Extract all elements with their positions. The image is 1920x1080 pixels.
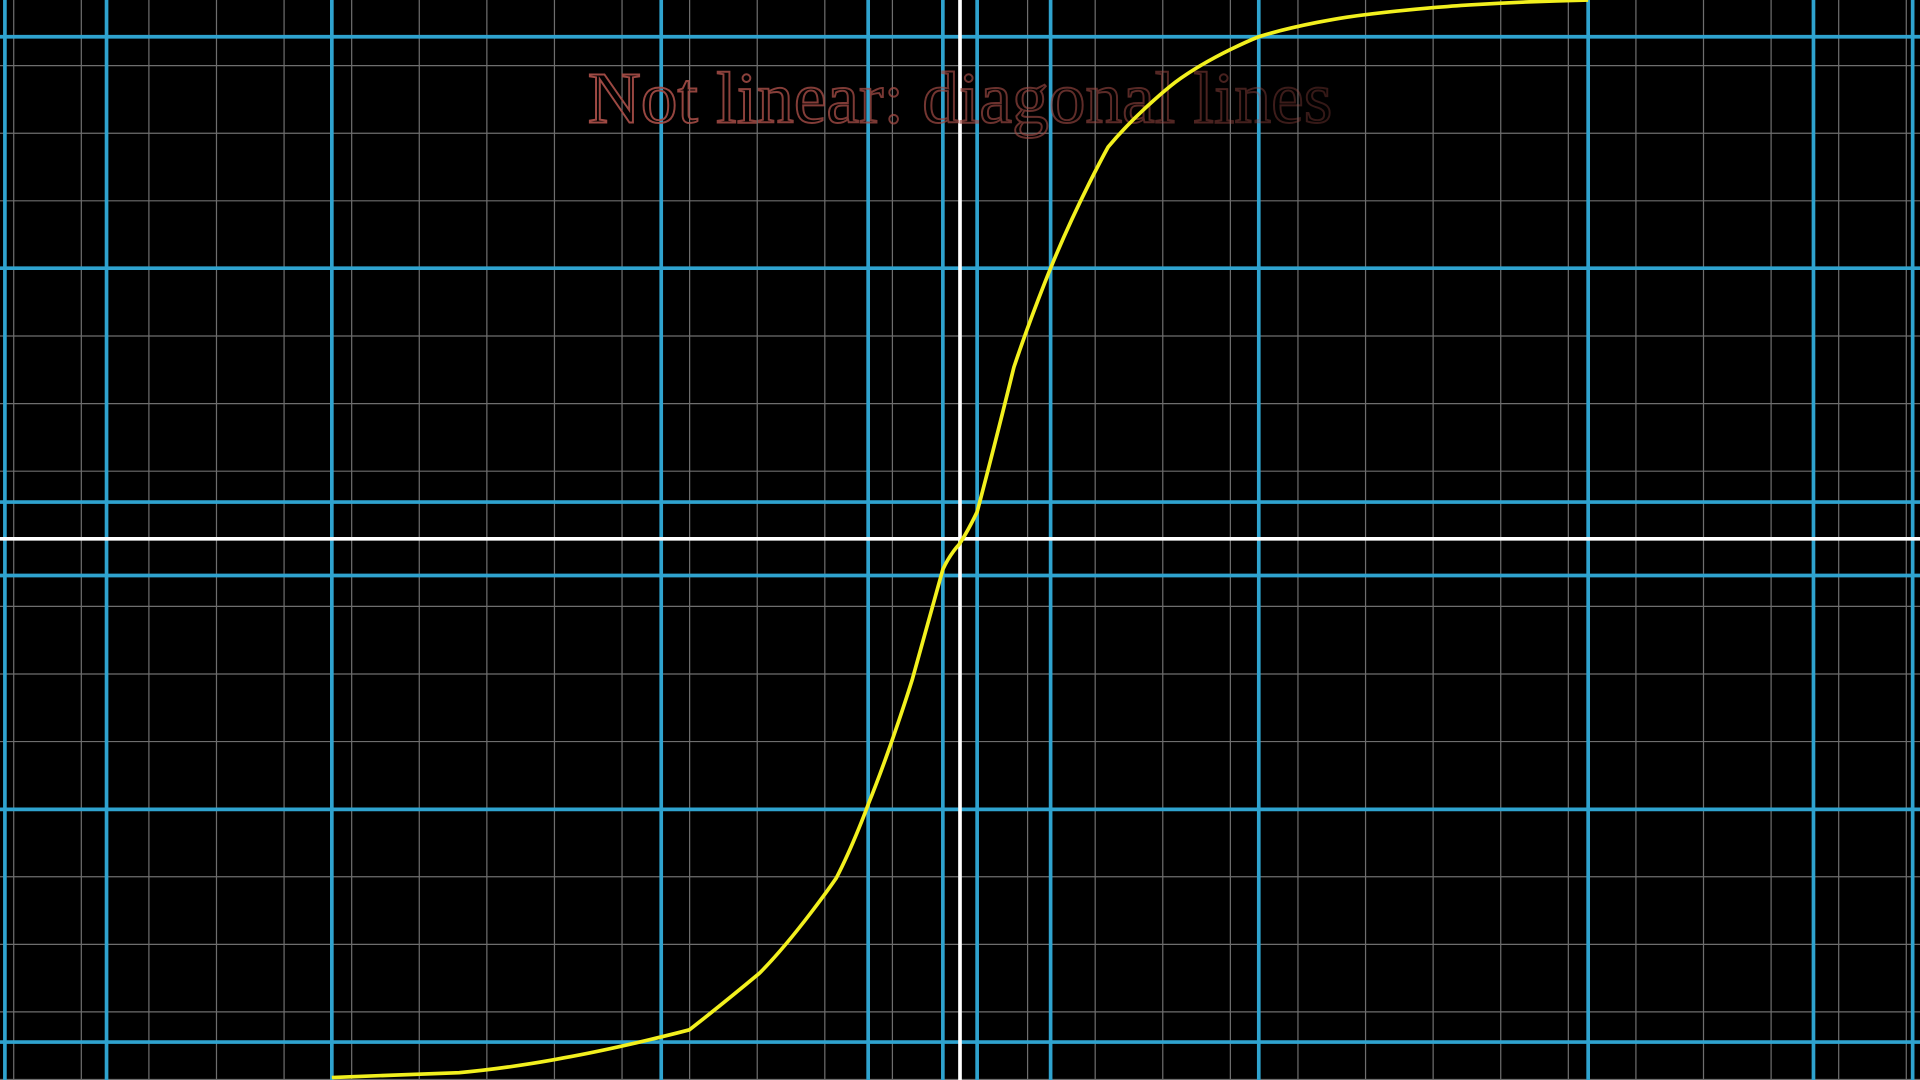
curve [331,0,1589,1080]
title: Not linear: diagonal lines [588,57,1333,138]
